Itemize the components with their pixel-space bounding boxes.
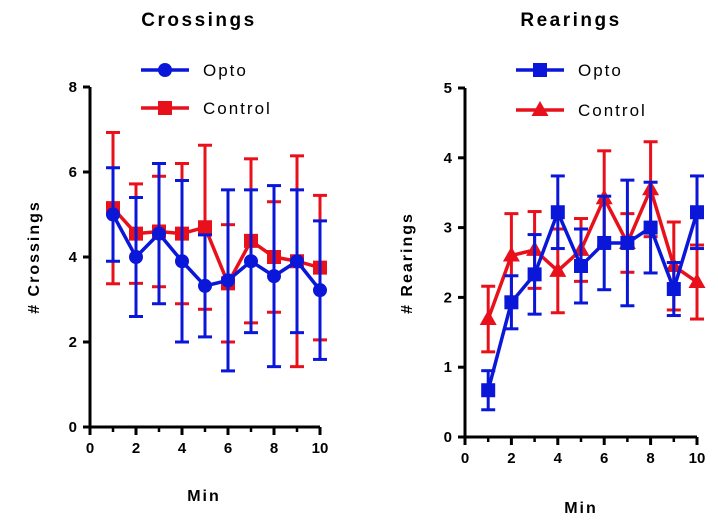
legend-label: Control: [578, 101, 647, 120]
data-point: [666, 282, 681, 297]
y-tick-label: 4: [444, 150, 453, 167]
legend-item: Opto: [141, 61, 248, 80]
x-axis-title: Min: [187, 488, 221, 505]
data-point: [175, 254, 189, 269]
plot-area: [106, 130, 327, 373]
x-tick-label: 10: [689, 450, 706, 467]
legend: Opto Control: [516, 61, 647, 120]
series-opto: [481, 174, 704, 412]
rearings-chart: Rearings # Rearings Min 0 1 2 3 4 5 0 2 4 6 8 10 Op…: [399, 10, 706, 517]
series-opto: [106, 162, 327, 373]
data-point: [550, 205, 565, 220]
data-point: [643, 220, 658, 235]
legend-label: Opto: [578, 61, 623, 80]
x-tick-label: 2: [507, 450, 515, 467]
data-point: [688, 273, 706, 289]
series-line: [486, 207, 699, 391]
data-point: [481, 383, 496, 398]
x-tick-label: 8: [646, 450, 654, 467]
y-axis-title: # Crossings: [26, 200, 43, 314]
x-axis-title: Min: [564, 500, 598, 517]
x-tick-label: 2: [132, 440, 140, 457]
x-tick-label: 0: [86, 440, 94, 457]
y-tick-label: 6: [69, 164, 77, 181]
legend-item: Control: [516, 101, 647, 120]
x-tick-label: 4: [178, 440, 187, 457]
data-point: [313, 283, 327, 298]
axis-tick-labels: 0 2 4 6 8 0 2 4 6 8 10: [69, 79, 329, 457]
legend: Opto Control: [141, 61, 272, 118]
axis-ticks: [458, 86, 699, 445]
data-point: [198, 278, 212, 293]
legend-marker: [533, 63, 547, 77]
data-point: [152, 226, 166, 241]
x-tick-label: 8: [270, 440, 278, 457]
y-tick-label: 0: [444, 429, 452, 446]
legend-item: Control: [141, 99, 272, 118]
data-point: [597, 235, 612, 250]
chart-title: Rearings: [520, 10, 621, 31]
data-point: [502, 246, 520, 262]
data-point: [106, 207, 120, 222]
plot-area: [479, 140, 706, 412]
y-tick-label: 1: [444, 359, 452, 376]
y-axis-title: # Rearings: [399, 212, 416, 314]
y-tick-label: 2: [69, 334, 77, 351]
legend-label: Control: [203, 99, 272, 118]
axis-ticks: [83, 85, 322, 435]
data-point: [690, 205, 704, 220]
x-tick-label: 10: [312, 440, 329, 457]
crossings-chart: Crossings # Crossings Min 0 2 4 6 8 0 2 4 6 8 10 O…: [26, 10, 328, 505]
legend-marker: [158, 63, 172, 77]
data-point: [549, 261, 567, 277]
chart-title: Crossings: [141, 10, 256, 31]
data-point: [267, 269, 281, 284]
series-control: [479, 140, 706, 354]
series-line: [111, 213, 322, 292]
y-tick-label: 5: [444, 80, 452, 97]
y-tick-label: 2: [444, 289, 452, 306]
y-tick-label: 8: [69, 79, 77, 96]
x-tick-label: 4: [554, 450, 563, 467]
x-tick-label: 0: [461, 450, 469, 467]
data-point: [198, 220, 212, 235]
data-point: [620, 235, 635, 250]
y-tick-label: 0: [69, 419, 77, 436]
data-point: [290, 254, 304, 269]
data-point: [527, 267, 542, 282]
legend-marker: [531, 101, 549, 116]
x-tick-label: 6: [224, 440, 232, 457]
y-tick-label: 4: [69, 249, 78, 266]
series-line: [111, 206, 321, 288]
data-point: [221, 273, 235, 288]
legend-item: Opto: [516, 61, 623, 80]
legend-marker: [158, 101, 172, 115]
x-tick-label: 6: [600, 450, 608, 467]
data-point: [574, 258, 588, 273]
data-point: [479, 310, 497, 326]
data-point: [129, 250, 143, 264]
y-tick-label: 3: [444, 220, 452, 237]
data-point: [244, 254, 258, 269]
axis-tick-labels: 0 1 2 3 4 5 0 2 4 6 8 10: [444, 80, 706, 467]
series-line: [486, 184, 698, 320]
legend-label: Opto: [203, 61, 248, 80]
data-point: [504, 295, 519, 310]
